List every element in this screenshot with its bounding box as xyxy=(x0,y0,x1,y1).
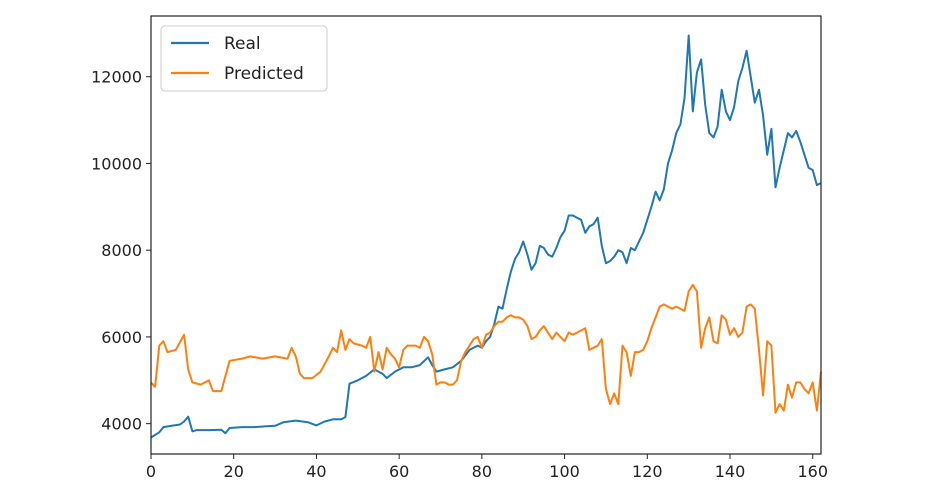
x-tick-label: 80 xyxy=(472,462,492,481)
x-tick-label: 160 xyxy=(797,462,828,481)
x-tick-label: 40 xyxy=(306,462,326,481)
x-tick-label: 140 xyxy=(715,462,746,481)
x-tick-label: 20 xyxy=(224,462,244,481)
y-tick-label: 6000 xyxy=(101,328,142,347)
series-line-real xyxy=(150,34,822,439)
axis-layer: 0 20 40 60 80 100 120 140 160 4000 6000 8000 10000 12… xyxy=(91,68,828,481)
series-layer xyxy=(150,34,822,439)
y-tick-label: 12000 xyxy=(91,68,142,87)
series-line-predicted xyxy=(150,283,822,414)
plot-frame xyxy=(150,15,822,455)
y-tick-label: 10000 xyxy=(91,154,142,173)
x-tick-label: 0 xyxy=(146,462,156,481)
legend-label-predicted: Predicted xyxy=(224,64,304,84)
x-tick-label: 120 xyxy=(632,462,663,481)
y-tick-label: 4000 xyxy=(101,415,142,434)
legend: Real Predicted xyxy=(160,25,328,92)
x-tick-label: 100 xyxy=(549,462,580,481)
legend-label-real: Real xyxy=(224,34,261,54)
x-tick-label: 60 xyxy=(389,462,409,481)
y-tick-label: 8000 xyxy=(101,241,142,260)
